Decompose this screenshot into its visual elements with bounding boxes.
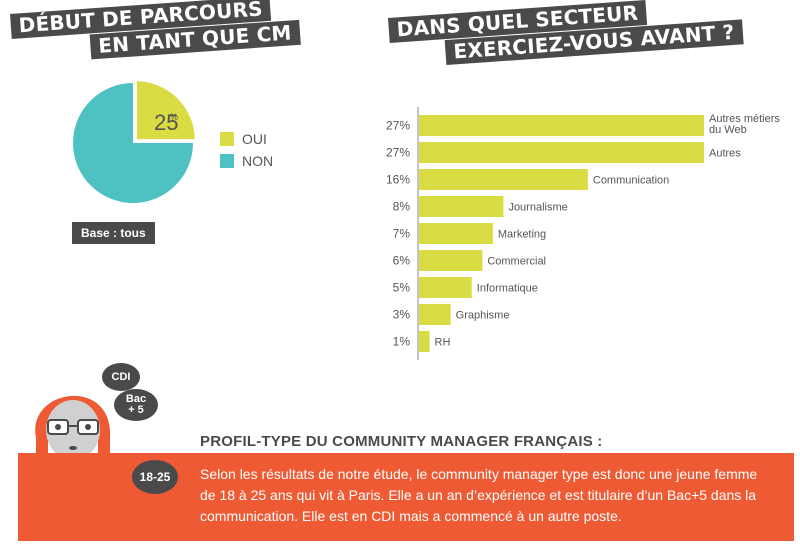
left-eye: [55, 424, 61, 430]
face-shape: [46, 400, 100, 460]
right-eye: [85, 424, 91, 430]
pie-section-title: Début de parcours en tant que CM: [10, 0, 301, 66]
bar-section-title: Dans quel secteur exerciez-vous avant ?: [388, 0, 744, 70]
base-badge: Base : tous: [72, 222, 155, 244]
bar-4: [419, 223, 493, 244]
legend-swatch-oui: [220, 132, 234, 146]
bar-value-label-8: 1%: [393, 335, 411, 349]
bar-value-label-2: 16%: [386, 173, 410, 187]
bar-2: [419, 169, 588, 190]
bar-value-label-3: 8%: [393, 200, 411, 214]
pie-slice-non: [73, 83, 193, 203]
bar-6: [419, 277, 472, 298]
bar-category-label-3: Journalisme: [508, 202, 567, 214]
bar-value-label-4: 7%: [393, 227, 411, 241]
legend-swatch-non: [220, 154, 234, 168]
bar-3: [419, 196, 504, 217]
bubble-cdi: CDI: [102, 363, 140, 391]
bar-category-label-8: RH: [435, 337, 451, 349]
age-badge: 18-25: [132, 460, 178, 494]
bar-value-label-7: 3%: [393, 308, 411, 322]
bar-category-label-4: Marketing: [498, 229, 546, 241]
legend-label-oui: OUI: [242, 131, 267, 147]
legend-label-non: NON: [242, 153, 274, 169]
bar-value-label-5: 6%: [393, 254, 411, 268]
bar-category-label-7: Graphisme: [456, 310, 510, 322]
bar-category-label-0: Autres métiers du Web: [709, 113, 780, 136]
legend-item-non: NON: [220, 150, 273, 172]
bar-7: [419, 304, 451, 325]
pie-chart: 25 %: [73, 79, 197, 203]
bar-1: [419, 142, 704, 163]
bar-category-label-6: Informatique: [477, 283, 538, 295]
profile-title: PROFIL-TYPE DU COMMUNITY MANAGER FRANÇAI…: [200, 433, 603, 450]
bar-category-label-2: Communication: [593, 175, 669, 187]
bar-0: [419, 115, 704, 136]
pie-legend: OUI NON: [220, 128, 273, 172]
mouth: [69, 446, 77, 450]
bar-chart: 27% Autres métiers du Web 27% Autres 16% Commu…: [386, 107, 780, 360]
bar-category-label-5: Commercial: [487, 256, 546, 268]
pie-slice-oui: [134, 79, 197, 142]
pie-value-label: 25: [154, 110, 178, 135]
bar-value-label-0: 27%: [386, 119, 410, 133]
pie-value-unit: %: [170, 112, 178, 122]
bar-value-label-6: 5%: [393, 281, 411, 295]
legend-item-oui: OUI: [220, 128, 273, 150]
bar-category-label-1: Autres: [709, 148, 741, 160]
bar-value-label-1: 27%: [386, 146, 410, 160]
bubble-bac: Bac + 5: [114, 389, 158, 421]
profile-description: Selon les résultats de notre étude, le c…: [200, 466, 758, 524]
bar-8: [419, 331, 430, 352]
bar-5: [419, 250, 483, 271]
